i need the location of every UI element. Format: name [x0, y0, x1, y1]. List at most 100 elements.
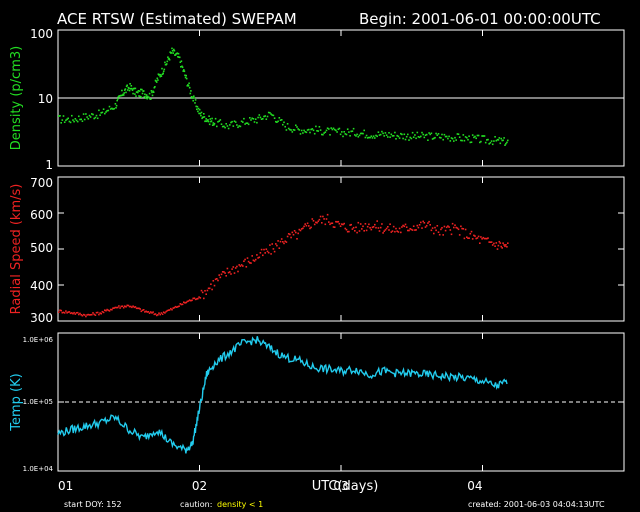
- density-data-point: [501, 139, 503, 142]
- speed-data-point: [411, 229, 414, 231]
- speed-data-point: [407, 229, 409, 232]
- density-data-point: [198, 108, 201, 111]
- density-ylabel: Density (p/cm3): [9, 46, 24, 150]
- speed-data-point: [181, 303, 184, 306]
- density-data-point: [392, 135, 395, 137]
- density-data-point: [242, 121, 244, 123]
- speed-data-point: [283, 242, 285, 245]
- speed-data-point: [506, 246, 508, 248]
- density-data-point: [319, 129, 322, 131]
- density-data-point: [204, 120, 207, 122]
- density-data-point: [304, 131, 306, 133]
- speed-data-point: [445, 226, 448, 229]
- density-data-point: [205, 118, 207, 120]
- speed-data-point: [223, 271, 225, 273]
- density-data-point: [418, 136, 421, 139]
- density-data-point: [195, 105, 197, 108]
- speed-data-point: [238, 264, 240, 266]
- density-data-point: [358, 134, 361, 137]
- density-data-point: [374, 137, 376, 139]
- speed-data-point: [86, 314, 88, 316]
- density-data-point: [364, 136, 367, 139]
- density-data-point: [87, 118, 90, 120]
- speed-data-point: [369, 227, 371, 229]
- speed-data-point: [233, 272, 236, 274]
- density-data-point: [213, 124, 215, 126]
- density-data-point: [138, 95, 140, 97]
- density-data-point: [72, 119, 74, 121]
- speed-data-point: [363, 230, 365, 232]
- density-data-point: [185, 77, 188, 80]
- speed-data-point: [226, 267, 229, 270]
- speed-data-point: [264, 252, 266, 254]
- density-data-point: [332, 127, 335, 130]
- speed-data-point: [471, 238, 474, 240]
- density-data-point: [398, 137, 401, 139]
- density-data-point: [95, 114, 98, 117]
- speed-data-point: [475, 237, 477, 240]
- speed-data-point: [503, 244, 505, 246]
- density-data-point: [176, 52, 179, 54]
- density-data-point: [267, 111, 270, 114]
- density-data-point: [421, 131, 423, 134]
- density-data-point: [233, 120, 236, 122]
- density-data-point: [250, 119, 252, 121]
- density-data-point: [311, 128, 314, 130]
- speed-data-point: [280, 238, 283, 240]
- speed-data-point: [147, 311, 150, 313]
- density-data-point: [129, 87, 132, 90]
- density-data-point: [431, 138, 434, 140]
- speed-data-point: [124, 305, 126, 307]
- speed-data-point: [317, 220, 319, 223]
- x-axis-label: UTC(days): [312, 479, 379, 494]
- density-data-point: [208, 115, 210, 117]
- speed-data-point: [98, 313, 100, 316]
- speed-data-point: [187, 300, 190, 302]
- density-data-point: [232, 125, 235, 127]
- density-data-point: [214, 117, 217, 120]
- density-data-point: [312, 129, 315, 132]
- speed-data-point: [333, 226, 336, 228]
- density-data-point: [321, 133, 323, 136]
- density-data-point: [145, 95, 147, 98]
- density-data-point: [425, 133, 428, 136]
- density-data-point: [231, 120, 233, 123]
- speed-data-point: [402, 224, 404, 227]
- start-doy: start DOY: 152: [64, 500, 122, 509]
- temp-ytick: 1.0E+06: [23, 336, 54, 344]
- density-data-point: [179, 61, 182, 63]
- density-data-point: [200, 111, 203, 114]
- density-data-point: [155, 80, 157, 82]
- speed-data-point: [376, 220, 378, 222]
- speed-data-point: [282, 241, 284, 243]
- speed-data-point: [434, 226, 436, 229]
- speed-data-point: [210, 283, 212, 285]
- density-data-point: [505, 142, 507, 145]
- speed-panel: Radial Speed (km/s) 300 400 500 600 700: [9, 176, 625, 325]
- speed-data-point: [126, 304, 128, 307]
- density-data-point: [133, 87, 136, 90]
- speed-data-point: [319, 215, 322, 218]
- speed-data-point: [348, 230, 350, 233]
- density-data-point: [145, 94, 148, 96]
- speed-data-point: [94, 314, 97, 316]
- density-data-point: [91, 113, 93, 115]
- density-data-point: [354, 134, 356, 136]
- density-data-point: [229, 124, 231, 126]
- density-data-point: [177, 52, 180, 55]
- x-tick-label: 03: [333, 479, 348, 493]
- speed-data-point: [117, 306, 119, 309]
- caution-value: density < 1: [217, 500, 263, 509]
- density-data-point: [496, 138, 499, 141]
- speed-data-point: [102, 311, 105, 314]
- speed-data-point: [415, 229, 417, 231]
- speed-data-point: [201, 291, 204, 294]
- density-data-point: [155, 81, 158, 83]
- density-data-point: [144, 93, 146, 96]
- speed-data-point: [144, 311, 146, 313]
- speed-data-point: [293, 230, 296, 232]
- speed-data-point: [271, 243, 273, 245]
- density-panel: Density (p/cm3) 1 10 100: [9, 27, 625, 172]
- density-data-point: [287, 127, 290, 130]
- speed-data-point: [292, 233, 295, 236]
